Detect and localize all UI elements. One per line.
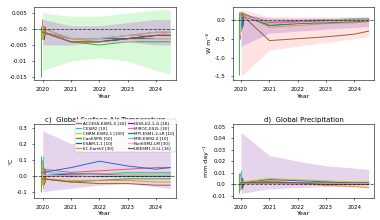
Title: c)  Global Surface Air Temperature: c) Global Surface Air Temperature [45, 117, 165, 123]
Title: d)  Global Precipitation: d) Global Precipitation [263, 117, 344, 123]
Y-axis label: °C: °C [9, 158, 14, 165]
X-axis label: Year: Year [297, 94, 310, 99]
Legend: ACCESS-ESM1-5 [30], CESM2 [10], CNRM-ESM2-1 [100], CanESM5 [50], ESAM-1-1 [10], : ACCESS-ESM1-5 [30], CESM2 [10], CNRM-ESM… [75, 119, 176, 152]
Y-axis label: mm day⁻¹: mm day⁻¹ [203, 145, 209, 177]
X-axis label: Year: Year [98, 94, 112, 99]
Y-axis label: W m⁻²: W m⁻² [207, 33, 212, 53]
X-axis label: Year: Year [297, 211, 310, 216]
X-axis label: Year: Year [98, 211, 112, 216]
